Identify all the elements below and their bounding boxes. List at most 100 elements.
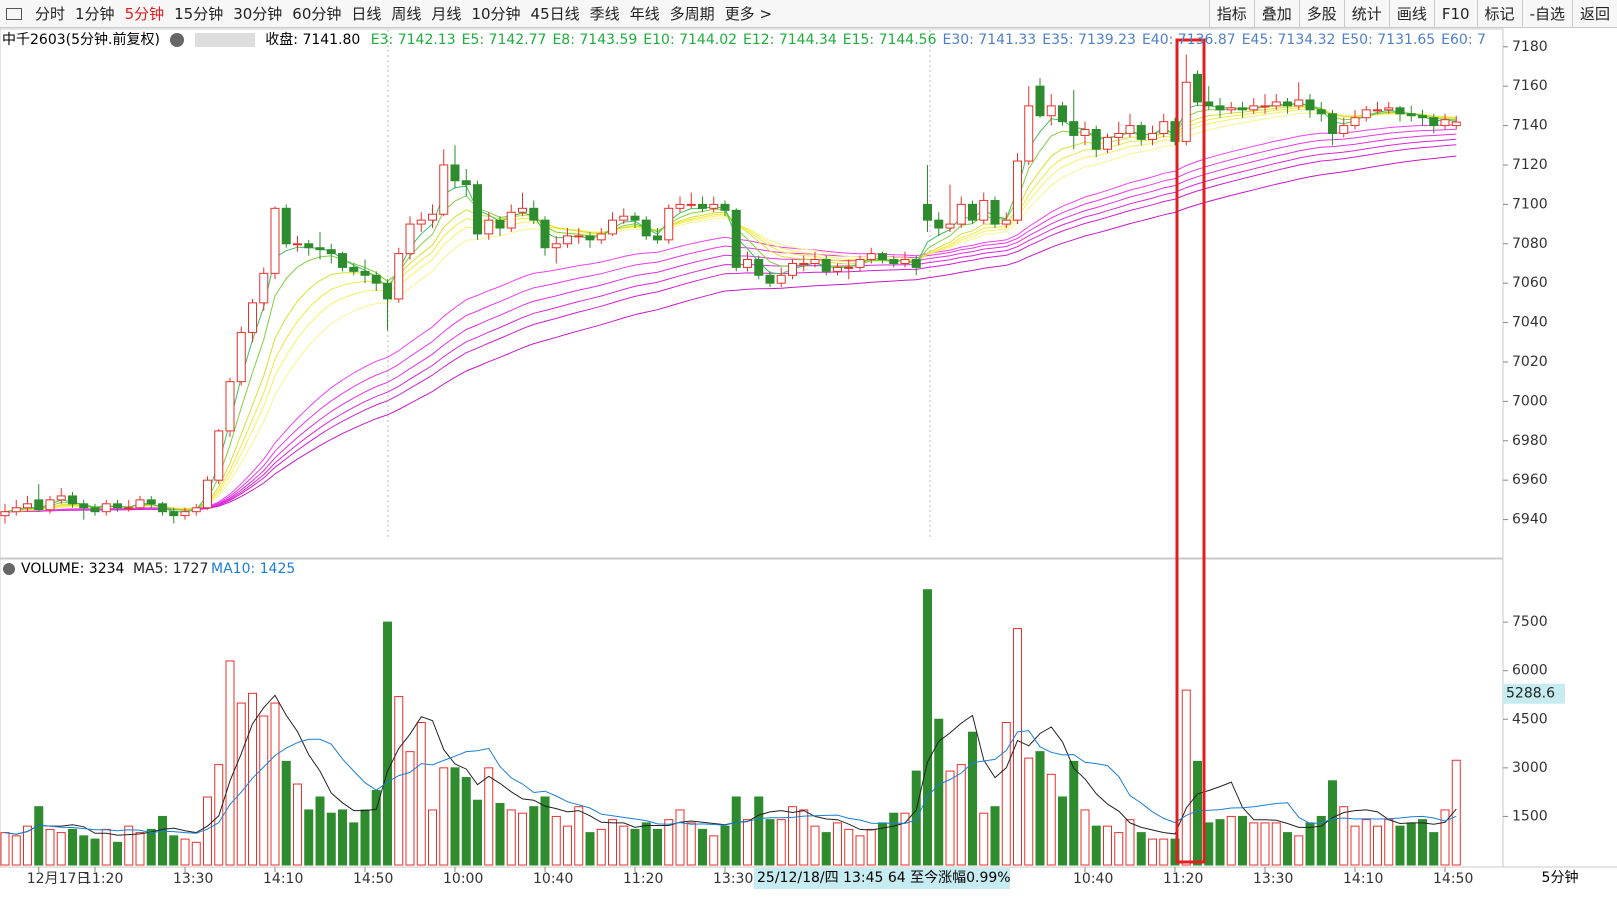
period-label: 5分钟 <box>1542 869 1579 886</box>
candle-body <box>203 479 212 509</box>
period-tab[interactable]: 分时 <box>35 5 66 23</box>
volume-bar <box>833 822 842 866</box>
period-tab[interactable]: 年线 <box>629 5 660 23</box>
volume-bar <box>844 828 854 866</box>
volume-bar <box>709 835 719 866</box>
volume-bar <box>23 825 32 866</box>
candle-body <box>461 180 471 186</box>
candle-body <box>709 203 719 209</box>
period-tab[interactable]: 更多 > <box>724 5 773 23</box>
tool-button[interactable]: 指标 <box>1208 0 1254 28</box>
tool-button[interactable]: 返回 <box>1571 0 1617 28</box>
candle-body <box>1305 99 1315 111</box>
volume-bar <box>1159 838 1169 866</box>
volume-bar <box>889 812 899 866</box>
dropdown-icon[interactable] <box>170 33 185 47</box>
candle-body <box>551 243 561 249</box>
volume-bar <box>236 702 246 866</box>
volume-bar <box>1260 822 1270 866</box>
volume-bar <box>776 819 786 866</box>
volume-bar <box>326 812 336 866</box>
candle-body <box>270 207 280 274</box>
candle-body <box>259 272 269 304</box>
y-tick-label: 7000 <box>1512 393 1548 409</box>
candle-body <box>158 503 167 513</box>
volume-bar <box>1058 796 1067 866</box>
period-tab[interactable]: 30分钟 <box>233 5 283 23</box>
candle-body <box>776 274 786 284</box>
candle-body <box>1283 101 1292 107</box>
period-tab[interactable]: 15分钟 <box>174 5 224 23</box>
candle-body <box>844 266 854 269</box>
period-tab[interactable]: 45日线 <box>530 5 580 23</box>
candle-body <box>698 203 707 209</box>
period-tab[interactable]: 日线 <box>351 5 382 23</box>
tool-button[interactable]: 统计 <box>1343 0 1389 28</box>
volume-bar <box>1406 822 1416 866</box>
period-tab[interactable]: 1分钟 <box>75 5 115 23</box>
volume-bar <box>1013 628 1022 866</box>
volume-bar <box>169 835 179 866</box>
collapse-icon[interactable] <box>3 563 15 575</box>
tooltip-text: 25/12/18/四 13:45 64 至今涨幅0.99% <box>757 870 1011 886</box>
candle-body <box>630 215 640 221</box>
volume-bar <box>866 828 876 866</box>
tool-button[interactable]: 多股 <box>1298 0 1344 28</box>
period-tab[interactable]: 周线 <box>391 5 422 23</box>
candle-body <box>68 495 77 505</box>
candle-body <box>866 253 876 261</box>
tool-button[interactable]: F10 <box>1433 0 1477 28</box>
tool-button[interactable]: 叠加 <box>1253 0 1299 28</box>
tool-buttons: 指标 叠加 多股 统计 画线 F10 标记 -自选 返回 <box>1208 0 1617 28</box>
tool-button[interactable]: -自选 <box>1521 0 1572 28</box>
volume-bar <box>810 825 820 866</box>
volume-title: VOLUME: 3234 <box>21 561 125 577</box>
candle-body <box>394 253 404 300</box>
y-tick-label: 7060 <box>1512 275 1548 291</box>
candle-body <box>788 262 797 276</box>
ema-line <box>4 144 1457 513</box>
candle-body <box>1418 115 1427 119</box>
candle-body <box>1316 109 1326 115</box>
period-tab[interactable]: 多周期 <box>669 5 715 23</box>
volume-bar <box>146 828 156 866</box>
panel-icon[interactable] <box>6 7 22 20</box>
candle-body <box>810 259 820 264</box>
volume-bar <box>619 825 629 866</box>
volume-bar <box>1046 773 1056 866</box>
volume-bar <box>698 828 707 866</box>
candle-body <box>439 164 449 215</box>
candle-body <box>101 503 111 513</box>
volume-bar <box>45 828 55 866</box>
volume-bar <box>315 796 325 866</box>
volume-bar <box>1114 832 1124 866</box>
candle-body <box>236 331 246 383</box>
y-tick-label: 7080 <box>1512 236 1548 252</box>
volume-bar <box>641 822 651 866</box>
period-tab[interactable]: 月线 <box>431 5 462 23</box>
candle-body <box>855 259 865 268</box>
ma-label: E35: 7139.23 <box>1042 32 1136 48</box>
candle-body <box>11 507 21 513</box>
x-tick-label: 10:40 <box>1073 871 1113 887</box>
volume-bar <box>1316 815 1326 866</box>
ema-line <box>4 124 1457 513</box>
close-label: 收盘: 7141.80 <box>265 32 361 48</box>
period-tab[interactable]: 季线 <box>589 5 620 23</box>
volume-bar <box>383 621 392 866</box>
tool-button[interactable]: 标记 <box>1476 0 1522 28</box>
volume-bar <box>956 764 966 866</box>
period-tab[interactable]: 10分钟 <box>471 5 521 23</box>
volume-bar <box>450 767 460 866</box>
candle-body <box>1328 113 1337 134</box>
volume-bar <box>900 812 910 866</box>
candle-body <box>878 253 887 261</box>
tool-button[interactable]: 画线 <box>1388 0 1434 28</box>
volume-bar <box>394 696 404 866</box>
candle-body <box>281 207 291 245</box>
period-tab[interactable]: 5分钟 <box>124 5 165 23</box>
period-tab[interactable]: 60分钟 <box>292 5 342 23</box>
candle-body <box>540 219 550 249</box>
candle-body <box>1058 105 1067 123</box>
candle-body <box>338 253 347 268</box>
